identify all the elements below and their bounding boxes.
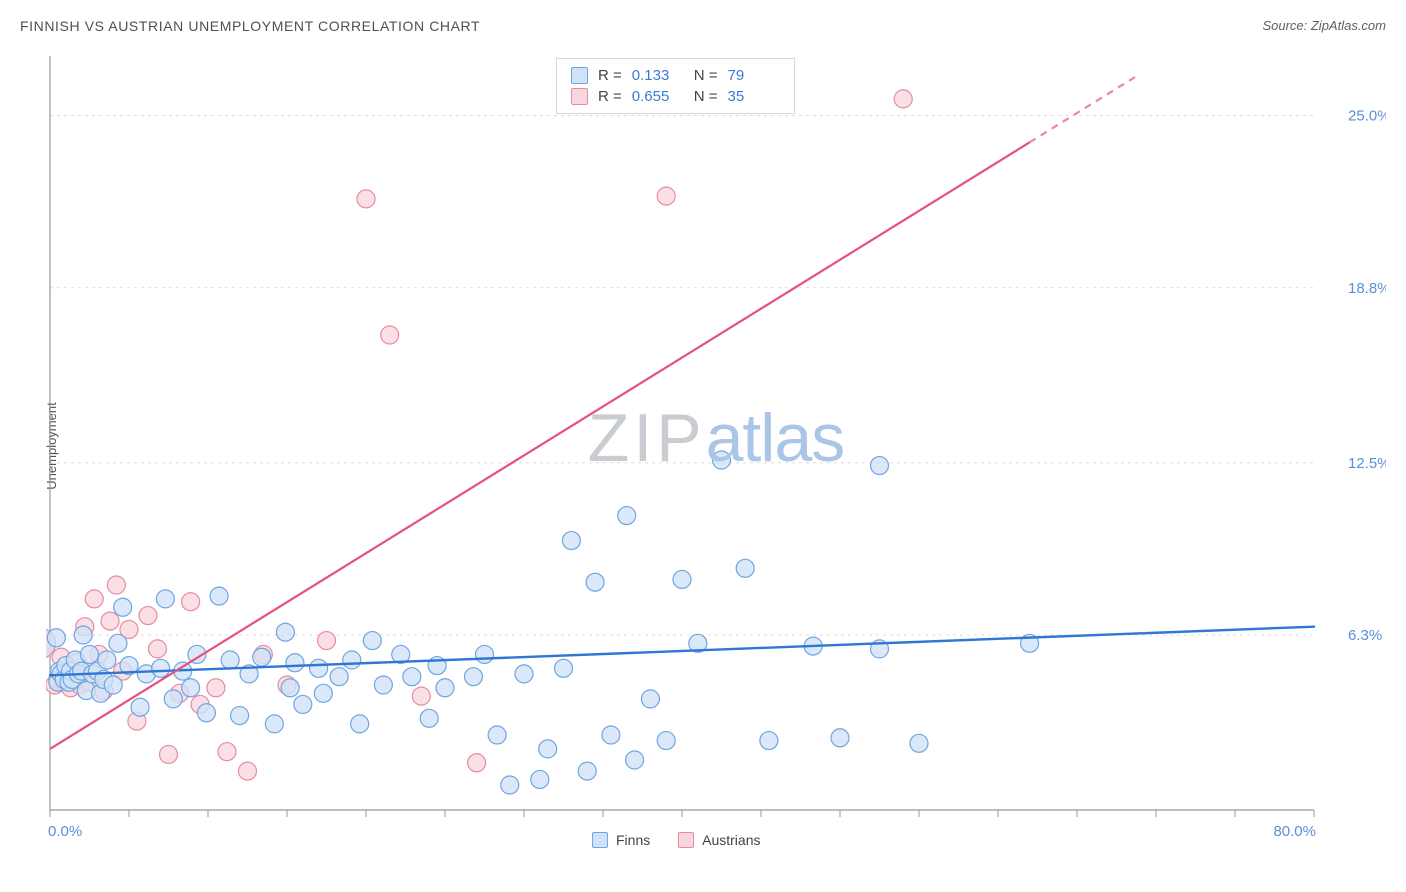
finns-label: Finns	[616, 832, 650, 848]
austrians-n-value: 35	[728, 88, 780, 105]
finns-swatch	[571, 67, 588, 84]
austrians-swatch-bottom	[678, 832, 694, 848]
svg-text:0.0%: 0.0%	[48, 823, 82, 840]
series-legend: Finns Austrians	[580, 832, 772, 851]
stat-n-label2: N =	[694, 88, 718, 105]
scatter-chart: 6.3% 12.5% 18.8% 25.0% 0.0% 80.0%	[46, 50, 1386, 842]
stats-row-austrians: R = 0.655 N = 35	[571, 86, 780, 107]
stat-n-label: N =	[694, 67, 718, 84]
legend-item-austrians: Austrians	[678, 832, 760, 848]
svg-text:12.5%: 12.5%	[1348, 455, 1386, 472]
source-prefix: Source:	[1262, 18, 1310, 33]
stat-r-label2: R =	[598, 88, 622, 105]
austrians-swatch	[571, 88, 588, 105]
finns-n-value: 79	[728, 67, 780, 84]
stats-row-finns: R = 0.133 N = 79	[571, 65, 780, 86]
stats-legend: R = 0.133 N = 79 R = 0.655 N = 35	[556, 58, 795, 114]
plot-area: 6.3%12.5%18.8%25.0%0.0%80.0% ZIPatlas	[46, 50, 1386, 842]
finns-swatch-bottom	[592, 832, 608, 848]
svg-text:18.8%: 18.8%	[1348, 280, 1386, 297]
legend-item-finns: Finns	[592, 832, 650, 848]
svg-text:25.0%: 25.0%	[1348, 108, 1386, 125]
source-name: ZipAtlas.com	[1311, 18, 1386, 33]
svg-text:80.0%: 80.0%	[1273, 823, 1316, 840]
stat-r-label: R =	[598, 67, 622, 84]
source-label: Source: ZipAtlas.com	[1262, 18, 1386, 33]
finns-r-value: 0.133	[632, 67, 684, 84]
austrians-label: Austrians	[702, 832, 760, 848]
austrians-r-value: 0.655	[632, 88, 684, 105]
svg-text:6.3%: 6.3%	[1348, 627, 1382, 644]
chart-title: FINNISH VS AUSTRIAN UNEMPLOYMENT CORRELA…	[20, 18, 480, 34]
